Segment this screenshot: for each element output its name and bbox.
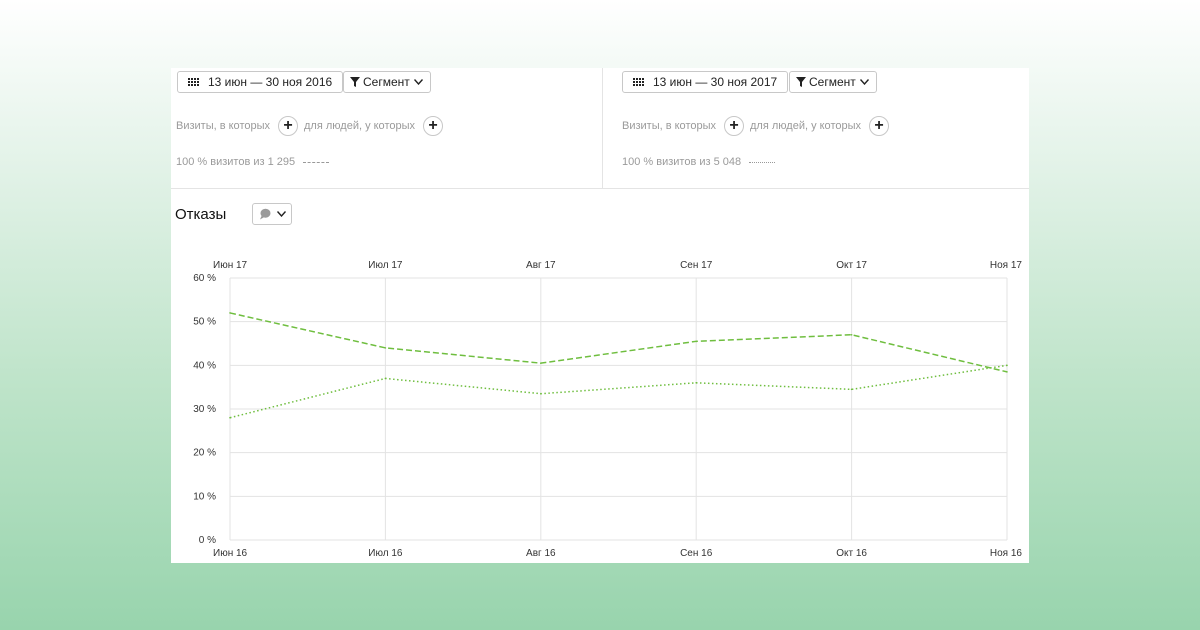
data-point-dotted [384,377,387,380]
data-point-dotted [695,382,697,384]
y-tick-label: 0 % [199,535,216,546]
x-tick-label-top: Июн 17 [213,260,248,271]
segment-label: Сегмент [363,75,410,89]
y-tick-label: 10 % [193,491,216,502]
visits-summary-text: 100 % визитов из 1 295 [176,156,296,168]
report-card: 13 июн — 30 ноя 2016 Сегмент Визиты, в к… [171,68,1029,563]
speech-bubble-icon [259,208,271,220]
add-people-condition-button[interactable]: + [423,116,443,136]
chevron-down-icon [276,211,286,217]
chevron-down-icon [413,79,423,85]
filter-icon [350,77,360,87]
add-visits-condition-button[interactable]: + [724,116,744,136]
segment-label: Сегмент [809,75,856,89]
data-point-dotted [850,388,853,391]
data-point-dashed [695,340,697,343]
calendar-icon [188,77,199,86]
x-tick-label-top: Сен 17 [680,260,713,271]
calendar-icon [633,77,644,86]
y-tick-label: 20 % [193,448,216,459]
x-tick-label-bottom: Ноя 16 [990,548,1023,559]
visits-summary-2016: 100 % визитов из 1 295 [176,156,330,168]
period-panel-2017: 13 июн — 30 ноя 2017 Сегмент Визиты, в к… [603,68,1029,188]
visits-summary-text: 100 % визитов из 5 048 [622,156,742,168]
dotted-line-legend [749,161,776,163]
data-point-dashed [384,347,387,349]
y-tick-label: 40 % [193,360,216,371]
period-panel-2016: 13 июн — 30 ноя 2016 Сегмент Визиты, в к… [171,68,603,188]
metric-header: Отказы [175,203,293,225]
data-point-dashed [1006,371,1008,373]
x-tick-label-top: Окт 17 [836,260,867,271]
y-tick-label: 30 % [193,404,216,415]
x-tick-label-top: Ноя 17 [990,260,1023,271]
data-point-dotted [229,416,231,419]
visits-condition-label: Визиты, в которых [176,120,270,132]
add-people-condition-button[interactable]: + [869,116,889,136]
segment-button-2017[interactable]: Сегмент [789,71,877,93]
chevron-down-icon [859,79,869,85]
bounce-rate-chart: 0 % 10 % 20 % 30 % 40 % 50 % 60 % Июн 16 Июн 17 И… [193,260,1023,559]
people-condition-label: для людей, у которых [304,120,415,132]
data-point-dashed [850,333,853,336]
data-point-dotted [540,392,542,395]
visits-condition-label: Визиты, в которых [622,120,716,132]
dashed-line-legend [303,161,330,163]
people-condition-label: для людей, у которых [750,120,861,132]
visits-summary-2017: 100 % визитов из 5 048 [622,156,776,168]
data-point-dashed [229,312,231,314]
y-tick-label: 50 % [193,317,216,328]
x-tick-label-bottom: Июл 16 [368,548,403,559]
date-range-label: 13 июн — 30 ноя 2016 [208,75,333,89]
x-tick-label-bottom: Сен 16 [680,548,713,559]
data-point-dashed [540,362,542,364]
condition-row-2017: Визиты, в которых + для людей, у которых… [622,115,895,137]
x-tick-label-top: Авг 17 [526,260,556,271]
x-tick-label-bottom: Июн 16 [213,548,248,559]
date-range-label: 13 июн — 30 ноя 2017 [653,75,778,89]
filter-icon [796,77,806,87]
chart-type-select[interactable] [252,203,293,225]
x-tick-label-bottom: Окт 16 [836,548,867,559]
x-tick-label-bottom: Авг 16 [526,548,556,559]
add-visits-condition-button[interactable]: + [278,116,298,136]
y-tick-label: 60 % [193,273,216,284]
series-line-dotted [229,364,1008,419]
segment-button-2016[interactable]: Сегмент [343,71,431,93]
date-range-button-2016[interactable]: 13 июн — 30 ноя 2016 [177,71,344,93]
date-range-button-2017[interactable]: 13 июн — 30 ноя 2017 [622,71,789,93]
panel-divider [171,188,1029,189]
data-point-dotted [1006,364,1008,367]
metric-title: Отказы [175,205,227,223]
x-tick-label-top: Июл 17 [368,260,403,271]
condition-row-2016: Визиты, в которых + для людей, у которых… [176,115,449,137]
